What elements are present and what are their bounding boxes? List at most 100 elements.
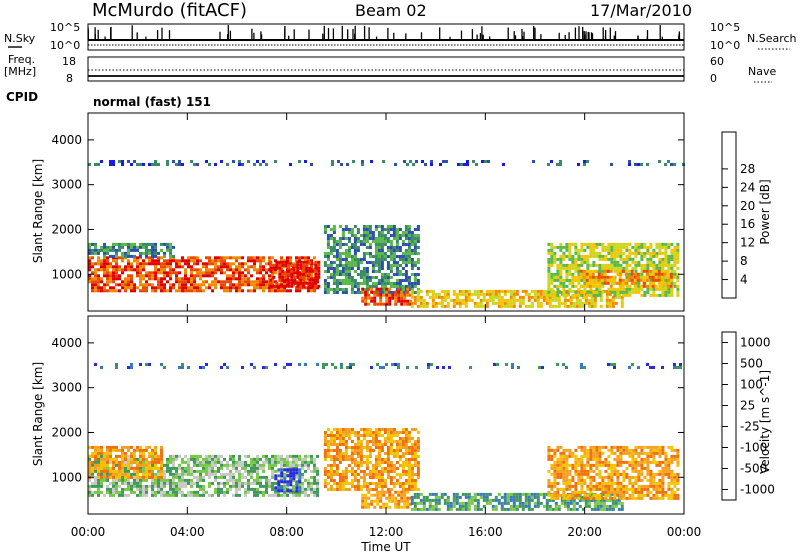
heatmap-cell — [610, 245, 614, 249]
heatmap-cell — [667, 287, 671, 291]
heatmap-cell — [556, 257, 560, 261]
heatmap-cell — [154, 248, 157, 252]
heatmap-cell — [295, 490, 298, 494]
heatmap-cell — [611, 504, 615, 508]
heatmap-cell — [640, 254, 644, 258]
heatmap-cell — [196, 256, 199, 260]
heatmap-cell — [610, 251, 614, 255]
heatmap-cell — [622, 260, 626, 264]
heatmap-cell — [377, 443, 381, 446]
y-tick-label: 2000 — [51, 222, 82, 236]
heatmap-cell — [154, 478, 157, 482]
heatmap-cell — [595, 463, 599, 467]
heatmap-cell — [335, 458, 339, 461]
heatmap-cell — [350, 258, 354, 261]
heatmap-cell — [265, 478, 268, 482]
heatmap-cell — [592, 469, 596, 473]
heatmap-cell — [244, 280, 247, 284]
heatmap-cell — [530, 498, 534, 502]
heatmap-cell — [625, 263, 629, 267]
heatmap-cell — [410, 289, 414, 293]
heatmap-cell — [610, 263, 614, 267]
heatmap-cell — [598, 481, 602, 485]
heatmap-cell — [238, 289, 241, 293]
heatmap-cell — [391, 499, 395, 503]
heatmap-cell — [371, 264, 375, 267]
heatmap-cell — [565, 278, 569, 282]
heatmap-cell — [592, 478, 596, 482]
heatmap-cell — [151, 469, 154, 473]
heatmap-cell — [500, 301, 504, 305]
heatmap-cell — [622, 460, 626, 464]
heatmap-cell — [452, 292, 456, 296]
heatmap-cell — [97, 248, 100, 252]
heatmap-cell — [397, 287, 401, 291]
heatmap-cell — [97, 262, 100, 266]
heatmap-cell — [124, 451, 127, 455]
heatmap-cell — [410, 264, 414, 267]
heatmap-cell — [268, 274, 271, 278]
heatmap-cell — [142, 245, 145, 249]
heatmap-cell — [292, 471, 296, 475]
heatmap-cell — [356, 479, 360, 482]
heatmap-cell — [142, 457, 145, 461]
heatmap-cell — [223, 484, 226, 488]
heatmap-cell — [187, 460, 190, 464]
heatmap-cell — [356, 431, 360, 434]
heatmap-cell — [124, 265, 127, 269]
heatmap-cell — [395, 267, 399, 270]
heatmap-cell — [365, 252, 369, 255]
heatmap-cell — [272, 275, 276, 279]
heatmap-cell — [178, 481, 181, 485]
heatmap-cell — [88, 274, 91, 278]
heatmap-cell — [347, 488, 351, 491]
heatmap-cell — [365, 285, 369, 288]
heatmap-cell — [359, 270, 363, 273]
heatmap-cell — [407, 431, 411, 434]
heatmap-cell — [350, 458, 354, 461]
heatmap-cell — [293, 275, 297, 279]
heatmap-cell — [386, 276, 390, 279]
heatmap-cell — [533, 298, 537, 302]
heatmap-cell — [625, 257, 629, 261]
heatmap-cell — [431, 289, 435, 293]
heatmap-cell — [118, 490, 121, 494]
heatmap-cell — [616, 478, 620, 482]
heatmap-cell — [356, 267, 360, 270]
heatmap-cell — [217, 469, 220, 473]
heatmap-cell — [106, 277, 109, 281]
heatmap-cell — [547, 490, 551, 494]
heatmap-cell — [187, 262, 190, 266]
heatmap-cell — [380, 273, 384, 276]
heatmap-cell — [588, 269, 592, 273]
heatmap-cell — [550, 463, 554, 467]
heatmap-cell — [416, 446, 420, 449]
heatmap-cell — [262, 286, 265, 290]
heatmap-cell — [404, 252, 408, 255]
heatmap-cell — [88, 280, 91, 284]
heatmap-cell — [395, 264, 399, 267]
heatmap-cell — [326, 446, 330, 449]
heatmap-cell — [314, 269, 318, 273]
heatmap-cell — [133, 268, 136, 272]
heatmap-cell — [151, 466, 154, 470]
heatmap-cell — [586, 290, 590, 294]
heatmap-cell — [193, 289, 196, 293]
heatmap-cell — [597, 275, 601, 279]
heatmap-cell — [637, 163, 640, 166]
heatmap-cell — [651, 278, 655, 282]
heatmap-cell — [289, 454, 292, 458]
heatmap-cell — [97, 268, 100, 272]
heatmap-cell — [353, 488, 357, 491]
heatmap-cell — [598, 254, 602, 258]
heatmap-cell — [371, 437, 375, 440]
heatmap-cell — [386, 434, 390, 437]
heatmap-cell — [385, 505, 389, 509]
heatmap-cell — [398, 264, 402, 267]
heatmap-cell — [163, 475, 166, 479]
heatmap-cell — [184, 259, 187, 263]
heatmap-cell — [103, 251, 106, 255]
heatmap-cell — [621, 269, 625, 273]
heatmap-cell — [406, 302, 410, 306]
heatmap-cell — [250, 469, 253, 473]
